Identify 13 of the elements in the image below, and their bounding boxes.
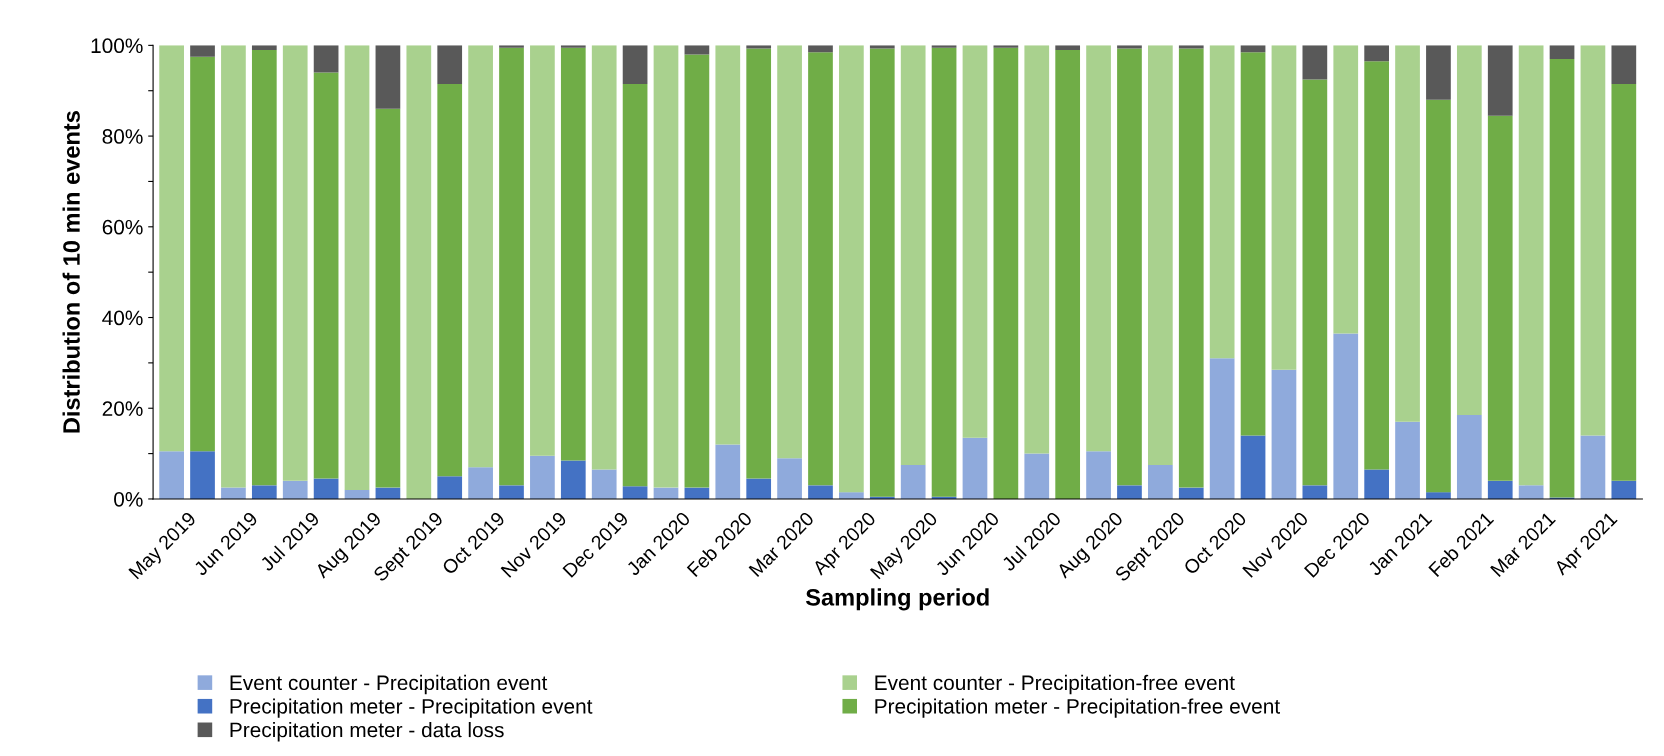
y-tick-label: 40% [102,310,143,326]
y-tick-label: 100% [91,38,143,54]
legend-label: Event counter - Precipitation event [230,674,548,695]
x-axis-title: Sampling period [805,588,989,611]
legend-label: Precipitation meter - Precipitation-free event [875,698,1280,718]
y-axis-title: Distribution of 10 min events [62,111,80,433]
y-tick-label: 60% [102,219,143,235]
y-tick-label: 0% [114,491,143,507]
legend-label: Precipitation meter - Precipitation event [230,698,593,718]
y-tick-label: 80% [102,129,143,144]
legend-label: Precipitation meter - data loss [230,722,504,742]
y-tick-label: 20% [102,401,143,416]
legend-label: Event counter - Precipitation-free event [875,674,1235,695]
